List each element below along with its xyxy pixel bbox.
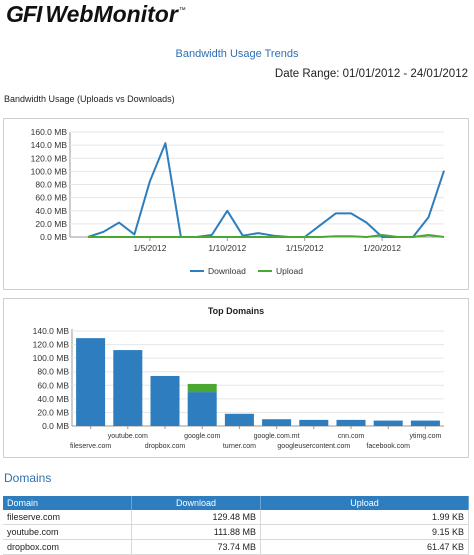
bar-download	[410, 420, 440, 426]
y-tick-label: 80.0 MB	[35, 180, 67, 190]
legend-label-download: Download	[208, 266, 246, 276]
table-header-row: Domain Download Upload	[3, 496, 469, 510]
date-range: Date Range: 01/01/2012 - 24/01/2012	[274, 68, 468, 80]
bar-download	[262, 419, 292, 426]
bar-download	[336, 419, 366, 426]
cell-download: 73.74 MB	[131, 539, 261, 555]
y-tick-label: 40.0 MB	[37, 394, 69, 404]
column-header-domain[interactable]: Domain	[3, 496, 132, 510]
cell-domain: dropbox.com	[3, 539, 132, 555]
domains-table: Domain Download Upload fileserve.com 129…	[3, 496, 469, 555]
x-tick-label: facebook.com	[366, 443, 410, 450]
x-tick-label: dropbox.com	[145, 443, 186, 450]
bar-download	[187, 392, 217, 426]
table-row: fileserve.com 129.48 MB 1.99 KB	[3, 510, 469, 525]
table-row: dropbox.com 73.74 MB 61.47 KB	[3, 539, 469, 555]
y-tick-label: 100.0 MB	[33, 353, 70, 363]
logo: GFI WebMonitor ™	[6, 1, 186, 28]
x-tick-label: turner.com	[223, 443, 256, 450]
cell-domain: fileserve.com	[3, 510, 132, 525]
trend-section-caption: Bandwidth Usage (Uploads vs Downloads)	[4, 94, 175, 104]
y-tick-label: 140.0 MB	[31, 140, 68, 150]
y-tick-label: 60.0 MB	[37, 380, 69, 390]
x-tick-label: 1/15/2012	[286, 243, 324, 253]
y-tick-label: 20.0 MB	[35, 219, 67, 229]
x-tick-label: googleusercontent.com	[277, 443, 350, 450]
x-tick-label: 1/20/2012	[363, 243, 401, 253]
x-tick-label: google.com.mt	[254, 433, 300, 440]
report-title: Bandwidth Usage Trends	[175, 48, 299, 60]
table-row: youtube.com 111.88 MB 9.15 KB	[3, 524, 469, 540]
series-line-upload	[88, 234, 445, 238]
y-tick-label: 160.0 MB	[31, 127, 68, 137]
y-tick-label: 140.0 MB	[33, 326, 70, 336]
x-tick-label: 1/10/2012	[208, 243, 246, 253]
bar-download	[150, 375, 180, 426]
bar-download	[113, 350, 143, 426]
top-domains-chart-panel: Top Domains 0.0 MB 20.0 MB 40.0 MB 60.0 MB 80…	[3, 298, 469, 458]
y-tick-label: 60.0 MB	[35, 193, 67, 203]
y-tick-label: 20.0 MB	[37, 407, 69, 417]
bandwidth-trend-chart-panel: 0.0 MB 20.0 MB 40.0 MB 60.0 MB 80.0 MB 100.0 …	[3, 118, 469, 290]
cell-upload: 61.47 KB	[260, 539, 469, 555]
bandwidth-trend-chart: 0.0 MB 20.0 MB 40.0 MB 60.0 MB 80.0 MB 100.0 …	[31, 127, 445, 276]
series-line-download	[87, 142, 445, 238]
y-tick-label: 0.0 MB	[40, 232, 67, 242]
y-tick-label: 0.0 MB	[42, 421, 69, 431]
bar-download	[373, 420, 403, 426]
y-tick-label: 120.0 MB	[31, 153, 68, 163]
y-tick-label: 100.0 MB	[31, 166, 68, 176]
y-tick-label: 120.0 MB	[33, 340, 70, 350]
x-tick-label: google.com	[184, 433, 220, 440]
column-header-upload[interactable]: Upload	[260, 496, 469, 510]
x-tick-label: ytimg.com	[409, 433, 441, 440]
domains-heading: Domains	[4, 471, 52, 485]
bar-download	[224, 413, 254, 426]
cell-domain: youtube.com	[3, 524, 132, 540]
cell-download: 111.88 MB	[131, 524, 261, 540]
x-tick-label: 1/5/2012	[133, 243, 166, 253]
cell-download: 129.48 MB	[131, 510, 261, 525]
bar-download	[299, 419, 329, 426]
x-tick-label: fileserve.com	[70, 443, 111, 450]
logo-brand: GFI	[6, 1, 42, 27]
x-tick-label: cnn.com	[338, 433, 365, 440]
cell-upload: 1.99 KB	[260, 510, 469, 525]
bar-upload	[187, 383, 217, 393]
legend-label-upload: Upload	[276, 266, 303, 276]
y-tick-label: 80.0 MB	[37, 367, 69, 377]
x-tick-label: youtube.com	[108, 433, 148, 440]
logo-product: WebMonitor	[45, 1, 178, 27]
chart-title: Top Domains	[208, 306, 264, 316]
cell-upload: 9.15 KB	[260, 524, 469, 540]
bar-download	[76, 338, 106, 426]
top-domains-chart: Top Domains 0.0 MB 20.0 MB 40.0 MB 60.0 MB 80…	[33, 306, 444, 450]
logo-trademark: ™	[178, 7, 186, 14]
y-tick-label: 40.0 MB	[35, 206, 67, 216]
column-header-download[interactable]: Download	[131, 496, 261, 510]
